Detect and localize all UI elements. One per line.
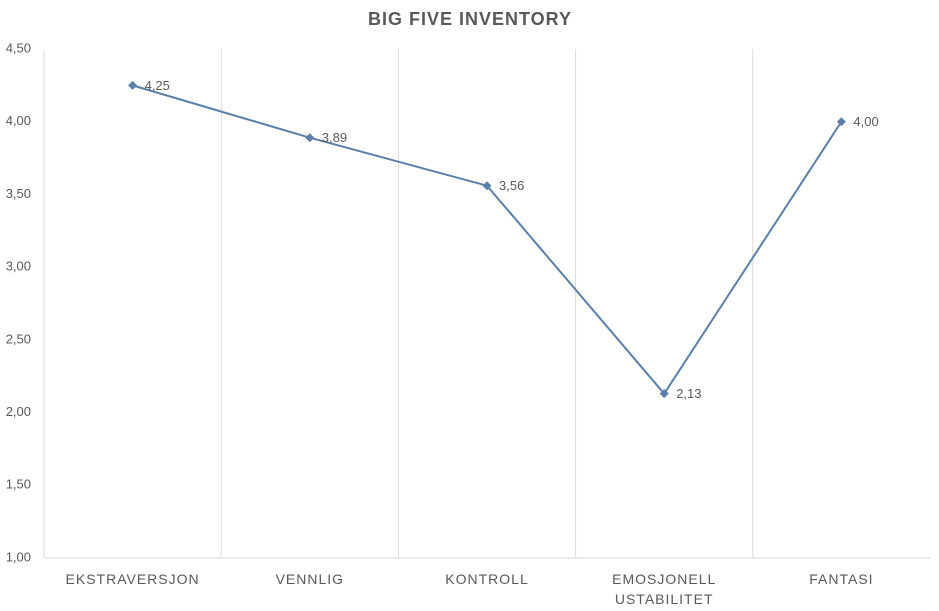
x-tick-label: VENNLIG — [276, 571, 344, 587]
data-label: 4,00 — [853, 114, 878, 129]
chart-title: BIG FIVE INVENTORY — [368, 9, 572, 29]
line — [132, 84, 843, 396]
y-tick-label: 4,00 — [6, 113, 31, 128]
marker — [659, 389, 669, 399]
y-tick-label: 2,00 — [6, 404, 31, 419]
data-label: 3,89 — [322, 130, 347, 145]
marker — [305, 133, 315, 143]
y-tick-label: 1,00 — [6, 549, 31, 564]
marker — [836, 117, 846, 127]
y-tick-label: 3,00 — [6, 259, 31, 274]
y-tick-label: 4,50 — [6, 40, 31, 55]
data-label: 2,13 — [676, 386, 701, 401]
y-tick-label: 3,50 — [6, 186, 31, 201]
y-tick-label: 1,50 — [6, 477, 31, 492]
marker — [482, 181, 492, 191]
x-tick-label: FANTASI — [809, 571, 873, 587]
data-label: 4,25 — [145, 78, 170, 93]
x-tick-label: KONTROLL — [445, 571, 528, 587]
data-label: 3,56 — [499, 178, 524, 193]
x-tick-label: EKSTRAVERSJON — [66, 571, 200, 587]
y-tick-label: 2,50 — [6, 331, 31, 346]
x-tick-label: EMOSJONELL USTABILITET — [612, 571, 716, 607]
marker — [128, 80, 138, 90]
